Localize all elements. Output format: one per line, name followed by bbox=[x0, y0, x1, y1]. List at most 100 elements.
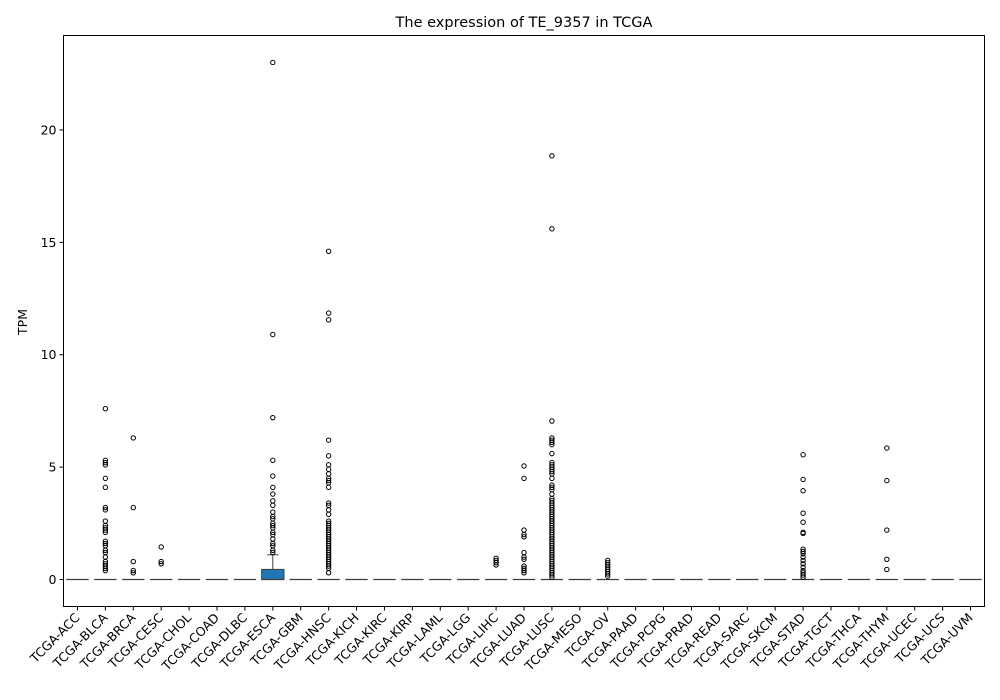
outlier-point bbox=[521, 475, 527, 482]
y-tick-label: 20 bbox=[41, 122, 57, 137]
outlier-point bbox=[549, 418, 555, 424]
box-tcga-stad bbox=[791, 452, 815, 581]
outlier-point bbox=[130, 567, 136, 574]
outlier-point bbox=[325, 484, 332, 491]
plot-marks bbox=[66, 59, 982, 581]
box-tcga-ov bbox=[596, 557, 619, 581]
outlier-point bbox=[270, 473, 276, 479]
outlier-point bbox=[521, 554, 527, 560]
outlier-point bbox=[158, 561, 164, 567]
outlier-point bbox=[800, 557, 806, 564]
y-tick-label: 5 bbox=[49, 460, 57, 475]
outlier-point bbox=[800, 564, 806, 570]
outlier-point bbox=[102, 484, 109, 491]
chart-title: The expression of TE_9357 in TCGA bbox=[395, 15, 653, 31]
outlier-point bbox=[800, 550, 806, 557]
outlier-point bbox=[270, 547, 276, 553]
outlier-point bbox=[325, 500, 332, 506]
outlier-point bbox=[270, 529, 276, 536]
outlier-point bbox=[158, 558, 164, 565]
outlier-point bbox=[493, 562, 499, 568]
outlier-point bbox=[325, 570, 332, 576]
outlier-point bbox=[325, 437, 332, 443]
outlier-point bbox=[325, 317, 332, 323]
outlier-point bbox=[521, 556, 527, 562]
outlier-point bbox=[800, 574, 806, 580]
plot-area-frame bbox=[63, 35, 985, 607]
outlier-point bbox=[102, 504, 109, 511]
outlier-point bbox=[493, 559, 499, 566]
box-tcga-lihc bbox=[484, 555, 508, 581]
outlier-point bbox=[884, 556, 890, 562]
outlier-point bbox=[800, 476, 806, 483]
y-tick-label: 10 bbox=[41, 347, 57, 362]
outlier-point bbox=[800, 548, 806, 555]
outlier-point bbox=[102, 529, 109, 536]
outlier-point bbox=[605, 571, 611, 577]
outlier-point bbox=[102, 540, 109, 547]
box-tcga-hnsc bbox=[317, 248, 340, 581]
outlier-point bbox=[521, 567, 527, 574]
outlier-point bbox=[325, 563, 332, 569]
outlier-point bbox=[325, 477, 332, 484]
box-tcga-blca bbox=[94, 405, 117, 581]
outlier-point bbox=[549, 439, 555, 446]
outlier-point bbox=[102, 565, 109, 571]
outlier-point bbox=[102, 567, 109, 574]
y-tick-label: 0 bbox=[49, 572, 57, 587]
outlier-point bbox=[521, 570, 527, 576]
outlier-point bbox=[270, 59, 276, 66]
outlier-point bbox=[521, 534, 527, 540]
outlier-point bbox=[270, 491, 276, 497]
outlier-point bbox=[549, 450, 555, 457]
outlier-point bbox=[102, 462, 109, 468]
outlier-point bbox=[549, 484, 555, 491]
outlier-point bbox=[270, 457, 276, 464]
outlier-point bbox=[325, 310, 332, 316]
outlier-point bbox=[884, 566, 890, 573]
outlier-point bbox=[270, 522, 276, 529]
outlier-point bbox=[549, 475, 555, 482]
outlier-point bbox=[270, 540, 276, 547]
box-tcga-cesc bbox=[150, 544, 173, 581]
outlier-point bbox=[800, 488, 806, 494]
outlier-point bbox=[270, 549, 276, 556]
outlier-point bbox=[102, 527, 109, 533]
outlier-point bbox=[270, 331, 276, 338]
outlier-point bbox=[130, 570, 136, 576]
outlier-point bbox=[549, 574, 555, 580]
outlier-point bbox=[158, 544, 164, 550]
box-tcga-luad bbox=[512, 463, 536, 581]
outlier-point bbox=[102, 459, 109, 466]
outlier-point bbox=[800, 452, 806, 458]
outlier-point bbox=[270, 513, 276, 520]
outlier-point bbox=[325, 248, 332, 255]
outlier-point bbox=[130, 435, 136, 441]
outlier-point bbox=[549, 153, 555, 159]
outlier-point bbox=[102, 547, 109, 553]
outlier-point bbox=[325, 453, 332, 459]
outlier-point bbox=[102, 405, 109, 412]
outlier-point bbox=[270, 502, 276, 509]
y-axis-label: TPM bbox=[15, 309, 30, 336]
outlier-point bbox=[549, 226, 555, 232]
outlier-point bbox=[800, 554, 806, 560]
outlier-point bbox=[800, 519, 806, 525]
outlier-point bbox=[884, 477, 890, 484]
outlier-point bbox=[800, 530, 806, 537]
outlier-point bbox=[102, 507, 109, 513]
outlier-point bbox=[102, 475, 109, 482]
y-tick-label: 15 bbox=[41, 235, 57, 250]
outlier-point bbox=[549, 572, 555, 578]
outlier-point bbox=[521, 531, 527, 538]
box-tcga-brca bbox=[122, 435, 145, 581]
outlier-point bbox=[549, 468, 555, 475]
outlier-point bbox=[884, 445, 890, 451]
outlier-point bbox=[130, 504, 136, 511]
outlier-point bbox=[800, 572, 806, 578]
outlier-point bbox=[800, 561, 806, 567]
outlier-point bbox=[325, 511, 332, 518]
box-body bbox=[261, 568, 285, 581]
